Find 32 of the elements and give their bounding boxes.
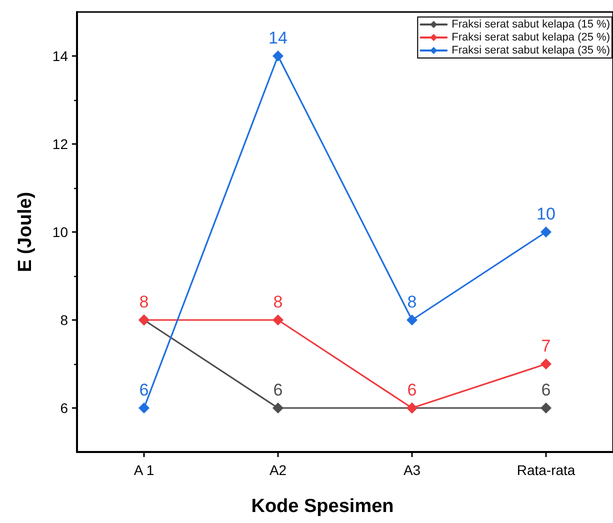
data-label: 6: [139, 380, 149, 400]
data-label: 6: [541, 380, 551, 400]
x-tick-label: Rata-rata: [516, 462, 576, 478]
data-label: 7: [541, 336, 551, 356]
point: [540, 358, 552, 370]
legend-label: Fraksi serat sabut kelapa (35 %): [452, 44, 610, 56]
point: [272, 402, 284, 414]
point: [138, 402, 150, 414]
x-axis-title: Kode Spesimen: [251, 496, 394, 517]
point: [540, 226, 552, 238]
data-label: 6: [273, 380, 283, 400]
x-tick-label: A 1: [134, 462, 154, 478]
legend-label: Fraksi serat sabut kelapa (25 %): [452, 32, 610, 44]
y-tick-label: 10: [52, 224, 68, 240]
point: [272, 314, 284, 326]
point: [272, 50, 284, 62]
data-label: 8: [407, 292, 417, 312]
y-tick-label: 8: [60, 312, 68, 328]
data-label: 8: [273, 292, 283, 312]
point: [406, 314, 418, 326]
y-tick-label: 14: [52, 48, 68, 64]
y-tick-label: 12: [52, 136, 68, 152]
x-tick-label: A2: [269, 462, 287, 478]
y-tick-label: 6: [60, 400, 68, 416]
y-axis-title: E (Joule): [15, 192, 36, 272]
data-label: 8: [139, 292, 149, 312]
data-label: 6: [407, 380, 417, 400]
point: [540, 402, 552, 414]
data-label: 10: [536, 204, 556, 224]
x-tick-label: A3: [403, 462, 421, 478]
data-label: 14: [268, 28, 288, 48]
legend-label: Fraksi serat sabut kelapa (15 %): [452, 18, 610, 30]
